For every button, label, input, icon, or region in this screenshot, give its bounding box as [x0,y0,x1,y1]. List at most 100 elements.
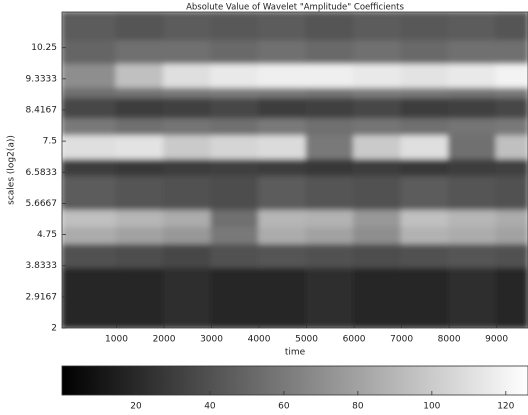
heat-cell [400,85,451,98]
chart-title: Absolute Value of Wavelet "Amplitude" Co… [186,3,404,13]
heat-cell [400,38,451,64]
heat-cell [62,225,118,245]
x-tick-label: 9000 [485,335,508,345]
heat-cell [115,133,166,160]
heat-cell [448,85,498,98]
heat-cell [163,174,213,211]
heat-cell [258,157,308,177]
heat-cell [62,265,118,328]
heat-cell [115,116,166,136]
y-tick-label: 2.9167 [26,292,58,302]
heat-cell [258,38,308,64]
heat-cell [210,242,261,268]
x-tick-label: 5000 [295,335,318,345]
heat-cell [495,61,528,88]
heat-cell [448,242,498,268]
heat-cell [258,265,308,328]
heat-cell [210,38,261,64]
y-tick-label: 8.4167 [26,105,58,115]
heat-cell [400,116,451,136]
heat-cell [495,225,528,245]
heat-cell [448,157,498,177]
heat-cell [495,116,528,136]
colorbar-tick-label: 20 [130,402,142,412]
y-axis-label: scales (log2(a)) [7,135,17,205]
heat-cell [210,61,261,88]
heat-cell [163,116,213,136]
heat-cell [115,38,166,64]
heat-cell [163,208,213,228]
heat-cell [115,157,166,177]
heat-cell [210,174,261,211]
heat-cell [62,116,118,136]
heat-cell [353,12,403,41]
heat-cell [448,208,498,228]
colorbar-tick-label: 100 [423,402,440,412]
heat-cell [115,12,166,41]
heat-cell [258,12,308,41]
heat-cell [305,242,356,268]
heat-cell [495,38,528,64]
heat-cell [400,12,451,41]
heat-cell [258,174,308,211]
x-tick-label: 1000 [105,335,128,345]
heat-cell [163,95,213,119]
heat-cell [258,133,308,160]
heat-cell [163,225,213,245]
heat-cell [210,12,261,41]
x-tick-label: 2000 [153,335,176,345]
heat-cell [400,242,451,268]
heat-cell [305,157,356,177]
colorbar-tick-label: 40 [204,402,216,412]
heat-cell [115,242,166,268]
heat-cell [115,95,166,119]
heat-cell [163,157,213,177]
heat-cell [305,38,356,64]
heat-cell [305,12,356,41]
y-tick-label: 6.5833 [26,168,58,178]
heat-cell [353,157,403,177]
y-tick-label: 3.8333 [26,261,58,271]
heat-cell [163,133,213,160]
x-axis-label: time [285,348,306,358]
heat-cell [495,157,528,177]
heat-cell [62,38,118,64]
heat-cell [305,95,356,119]
x-tick-label: 8000 [438,335,461,345]
y-tick-label: 9.3333 [26,74,58,84]
heat-cell [210,265,261,328]
heat-cell [353,95,403,119]
heat-cell [258,61,308,88]
heat-cell [62,157,118,177]
heat-cell [210,116,261,136]
heat-cell [353,265,403,328]
heat-cell [495,242,528,268]
heat-cell [448,133,498,160]
heat-cell [400,208,451,228]
heat-cell [115,174,166,211]
x-tick-label: 6000 [343,335,366,345]
heat-cell [305,116,356,136]
y-tick-label: 7.5 [43,137,57,147]
heat-cell [353,38,403,64]
heat-cell [210,133,261,160]
heat-cell [305,265,356,328]
heat-cell [258,85,308,98]
y-tick-label: 4.75 [37,230,57,240]
heat-cell [62,95,118,119]
colorbar-tick-label: 80 [352,402,364,412]
y-tick-label: 5.6667 [26,199,58,209]
heat-cell [210,95,261,119]
heat-cell [163,242,213,268]
heat-cell [448,38,498,64]
heat-cell [353,208,403,228]
heat-cell [400,61,451,88]
x-tick-label: 7000 [390,335,413,345]
heat-cell [210,225,261,245]
heat-cell [448,116,498,136]
heat-cell [115,208,166,228]
heat-cell [400,157,451,177]
heat-cell [400,265,451,328]
